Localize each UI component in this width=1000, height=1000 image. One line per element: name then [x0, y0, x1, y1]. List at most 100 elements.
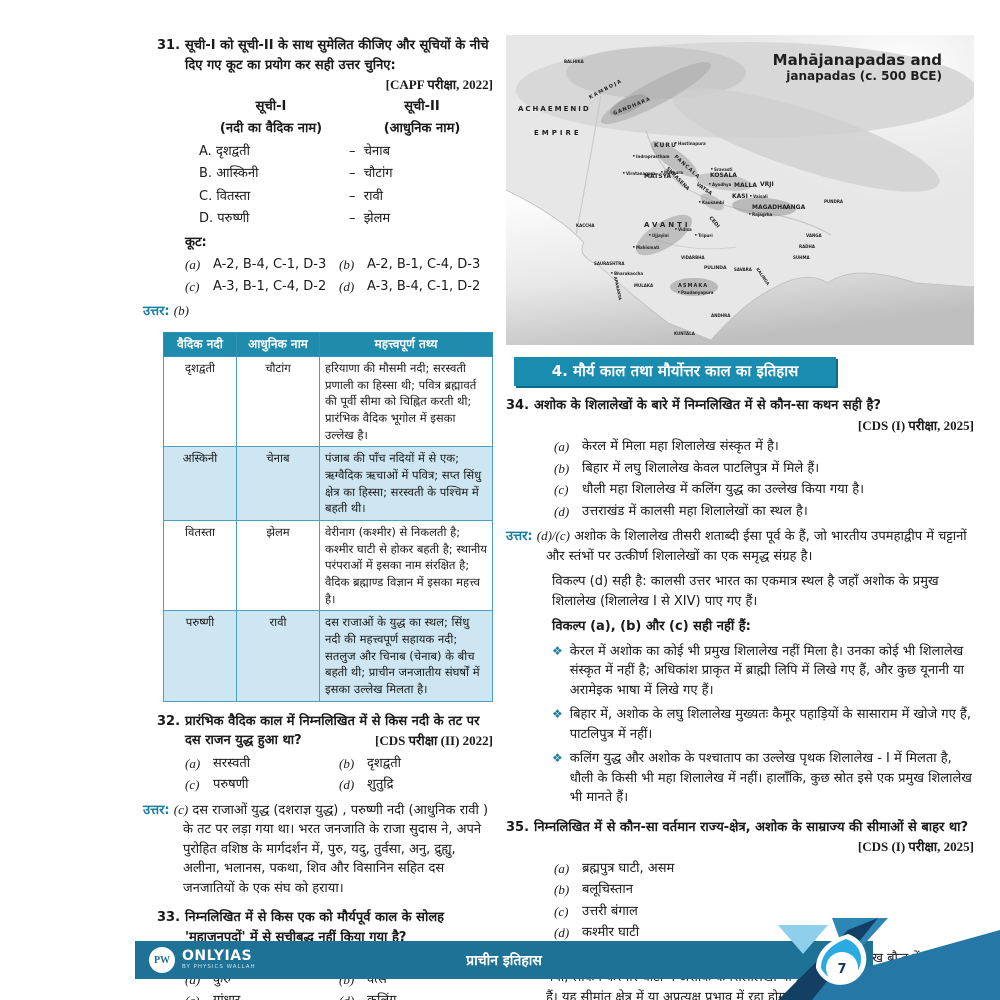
pair-c-right: – रावी	[349, 188, 384, 204]
option-d: (d) शुतुद्रि	[339, 777, 394, 793]
question-text: अशोक के शिलालेखों के बारे में निम्नलिखित…	[534, 396, 974, 435]
options: (a) सरस्वती (b) दृशद्वती (c) परुषणी (d) शुतु…	[185, 754, 493, 795]
svg-text:Vidisa: Vidisa	[678, 227, 692, 232]
pair-c-left: C. वितस्ता	[199, 188, 251, 204]
svg-text:EMPIRE: EMPIRE	[534, 129, 582, 137]
brand-name: ONLYIAS	[182, 948, 253, 965]
map-sea	[506, 190, 974, 345]
option-a: (a) केरल में मिला महा शिलालेख संस्कृत में…	[554, 439, 779, 454]
svg-text:Sravasti: Sravasti	[714, 167, 733, 172]
bullet-item: ❖ कलिंग युद्ध और अशोक के पश्चाताप का उल्…	[552, 749, 974, 808]
map-title-line1: Mahājanapadas and	[773, 51, 942, 69]
svg-text:Kausambi: Kausambi	[702, 200, 725, 205]
pair-a-left: A. दृशद्वती	[199, 143, 250, 159]
question-31: 31. सूची-I को सूची-II के साथ सुमेलित कीज…	[137, 36, 493, 322]
option-b: (b) बलूचिस्तान	[554, 882, 633, 897]
svg-text:APARANTA: APARANTA	[613, 276, 623, 301]
svg-text:KOSALA: KOSALA	[710, 172, 737, 179]
pair-d-left: D. परुष्णी	[199, 211, 250, 226]
option-d: (d)कलिंग	[339, 991, 493, 1000]
pair-d-right: – झेलम	[349, 211, 391, 226]
table-row: अस्किनी चेनाब पंजाब की पाँच नदियों में स…	[163, 446, 493, 521]
option-b: (b) A-2, B-1, C-4, D-3	[339, 257, 481, 272]
diamond-bullet-icon: ❖	[552, 751, 563, 765]
option-b: (b) बिहार में लघु शिलालेख केवल पाटलिपुत्र…	[554, 460, 820, 476]
exam-reference: [CDS परीक्षा (II) 2022]	[375, 733, 493, 749]
svg-text:KUNTALA: KUNTALA	[674, 331, 696, 336]
svg-text:Indraprastham: Indraprastham	[636, 154, 669, 159]
question-34: 34. अशोक के शिलालेखों के बारे में निम्नल…	[506, 396, 974, 808]
left-column: 31. सूची-I को सूची-II के साथ सुमेलित कीज…	[137, 36, 493, 1000]
svg-text:ANGA: ANGA	[786, 204, 806, 211]
match-lists: सूची-I सूची-II (नदी का वैदिक नाम) (आधुनि…	[195, 97, 493, 229]
svg-text:SAURASHTRA: SAURASHTRA	[594, 261, 625, 266]
svg-text:ASMAKA: ASMAKA	[678, 283, 708, 289]
pair-b-right: – चौटांग	[349, 166, 393, 181]
option-b: (b) दृशद्वती	[339, 755, 401, 771]
svg-text:MULAKA: MULAKA	[634, 283, 654, 288]
svg-text:Bharukaccha: Bharukaccha	[614, 271, 643, 276]
option-c: (c) धौली महा शिलालेख में कलिंग युद्ध का उ…	[554, 482, 865, 497]
svg-text:Ayodhya: Ayodhya	[712, 182, 732, 187]
answer: उत्तर: (d)/(c) अशोक के शिलालेख तीसरी शता…	[506, 528, 967, 564]
question-text: सूची-I को सूची-II के साथ सुमेलित कीजिए औ…	[185, 36, 493, 95]
pw-logo-icon: PW	[149, 947, 175, 973]
table-row: वितस्ता झेलम वेरीनाग (कश्मीर) से निकलती …	[163, 519, 493, 612]
question-32: 32. प्रारंभिक वैदिक काल में निम्नलिखित म…	[137, 712, 493, 899]
diamond-bullet-icon: ❖	[552, 707, 563, 721]
svg-text:MATSYA: MATSYA	[644, 173, 671, 180]
options: (a) केरल में मिला महा शिलालेख संस्कृत में…	[506, 437, 974, 521]
question-number: 34.	[506, 398, 530, 413]
svg-text:VRJI: VRJI	[760, 181, 774, 188]
svg-text:Viratanagara: Viratanagara	[626, 171, 656, 176]
svg-text:MAGADHA: MAGADHA	[752, 204, 787, 211]
wrong-options-heading: विकल्प (a), (b) और (c) सही नहीं हैं:	[552, 619, 751, 634]
svg-text:Paudanyapura: Paudanyapura	[681, 290, 714, 295]
question-number: 35.	[506, 819, 530, 835]
svg-text:Ujjayini: Ujjayini	[652, 233, 669, 238]
table-row: दृशद्वती चौटांग हरियाणा की मौसमी नदी; सर…	[163, 355, 493, 448]
bullet-item: ❖ केरल में अशोक का कोई भी प्रमुख शिलालेख…	[552, 642, 974, 701]
svg-text:KASI: KASI	[732, 193, 748, 200]
option-a: (a) ब्रह्मपुत्र घाटी, असम	[554, 860, 675, 876]
svg-text:RADHA: RADHA	[799, 244, 816, 249]
svg-text:MALLA: MALLA	[734, 182, 757, 189]
page-number-badge: 7	[816, 934, 867, 985]
question-number: 31.	[157, 38, 181, 53]
svg-text:Hastinapura: Hastinapura	[678, 141, 706, 146]
light-triangle	[778, 925, 828, 954]
svg-text:ANDHRA: ANDHRA	[711, 313, 731, 318]
svg-text:ACHAEMENID: ACHAEMENID	[518, 105, 591, 113]
answer: उत्तर: (c) दस राजाओं युद्ध (दशराज्ञ युद्…	[143, 801, 489, 896]
options: (a) ब्रह्मपुत्र घाटी, असम (b) बलूचिस्तान (…	[506, 859, 974, 943]
page-number: 7	[837, 962, 846, 977]
options: (a) A-2, B-4, C-1, D-3 (b) A-2, B-1, C-4, …	[185, 255, 493, 296]
svg-text:KURU: KURU	[654, 142, 677, 149]
footer-subject: प्राचीन इतिहास	[466, 953, 542, 969]
answer: उत्तर: (b)	[143, 303, 189, 319]
question-text: निम्नलिखित में से कौन-सा वर्तमान राज्य-क…	[534, 818, 974, 857]
map-title-line2: janapadas (c. 500 BCE)	[785, 69, 942, 83]
question-text: प्रारंभिक वैदिक काल में निम्नलिखित में स…	[185, 712, 493, 751]
svg-text:Tripuri: Tripuri	[698, 233, 713, 238]
svg-text:KACCHA: KACCHA	[576, 223, 595, 228]
list1-subtitle: (नदी का वैदिक नाम)	[219, 121, 323, 136]
exam-reference: [CDS (I) परीक्षा, 2025]	[857, 417, 974, 433]
svg-text:VANGA: VANGA	[806, 233, 823, 238]
option-d: (d) कश्मीर घाटी	[554, 925, 640, 940]
mahajanapadas-map: Mahājanapadas and janapadas (c. 500 BCE)…	[505, 35, 976, 345]
table-row: परुष्णी रावी दस राजाओं के युद्ध का स्थल;…	[163, 610, 493, 702]
bullet-item: ❖ बिहार में, अशोक के लघु शिलालेख मुख्यतः…	[552, 705, 974, 744]
svg-text:SUHMA: SUHMA	[793, 255, 810, 260]
option-c: (c) उत्तरी बंगाल	[554, 903, 638, 919]
table-header-row: वैदिक नदी आधुनिक नाम महत्त्वपूर्ण तथ्य	[163, 331, 493, 357]
section-heading: 4. मौर्य काल तथा मौर्योत्तर काल का इतिहा…	[514, 357, 836, 386]
brand-subtitle: BY PHYSICS WALLAH	[182, 964, 256, 971]
option-a: (a) सरस्वती	[185, 755, 251, 771]
svg-text:Rajagrha: Rajagrha	[752, 212, 773, 217]
onlyias-logo: PW ONLYIAS BY PHYSICS WALLAH	[149, 947, 256, 973]
pair-a-right: – चेनाब	[349, 143, 391, 159]
rivers-table: वैदिक नदी आधुनिक नाम महत्त्वपूर्ण तथ्य द…	[163, 331, 493, 702]
footer-bar: PW ONLYIAS BY PHYSICS WALLAH प्राचीन इति…	[135, 941, 873, 979]
right-column: Mahājanapadas and janapadas (c. 500 BCE)…	[505, 35, 976, 1000]
